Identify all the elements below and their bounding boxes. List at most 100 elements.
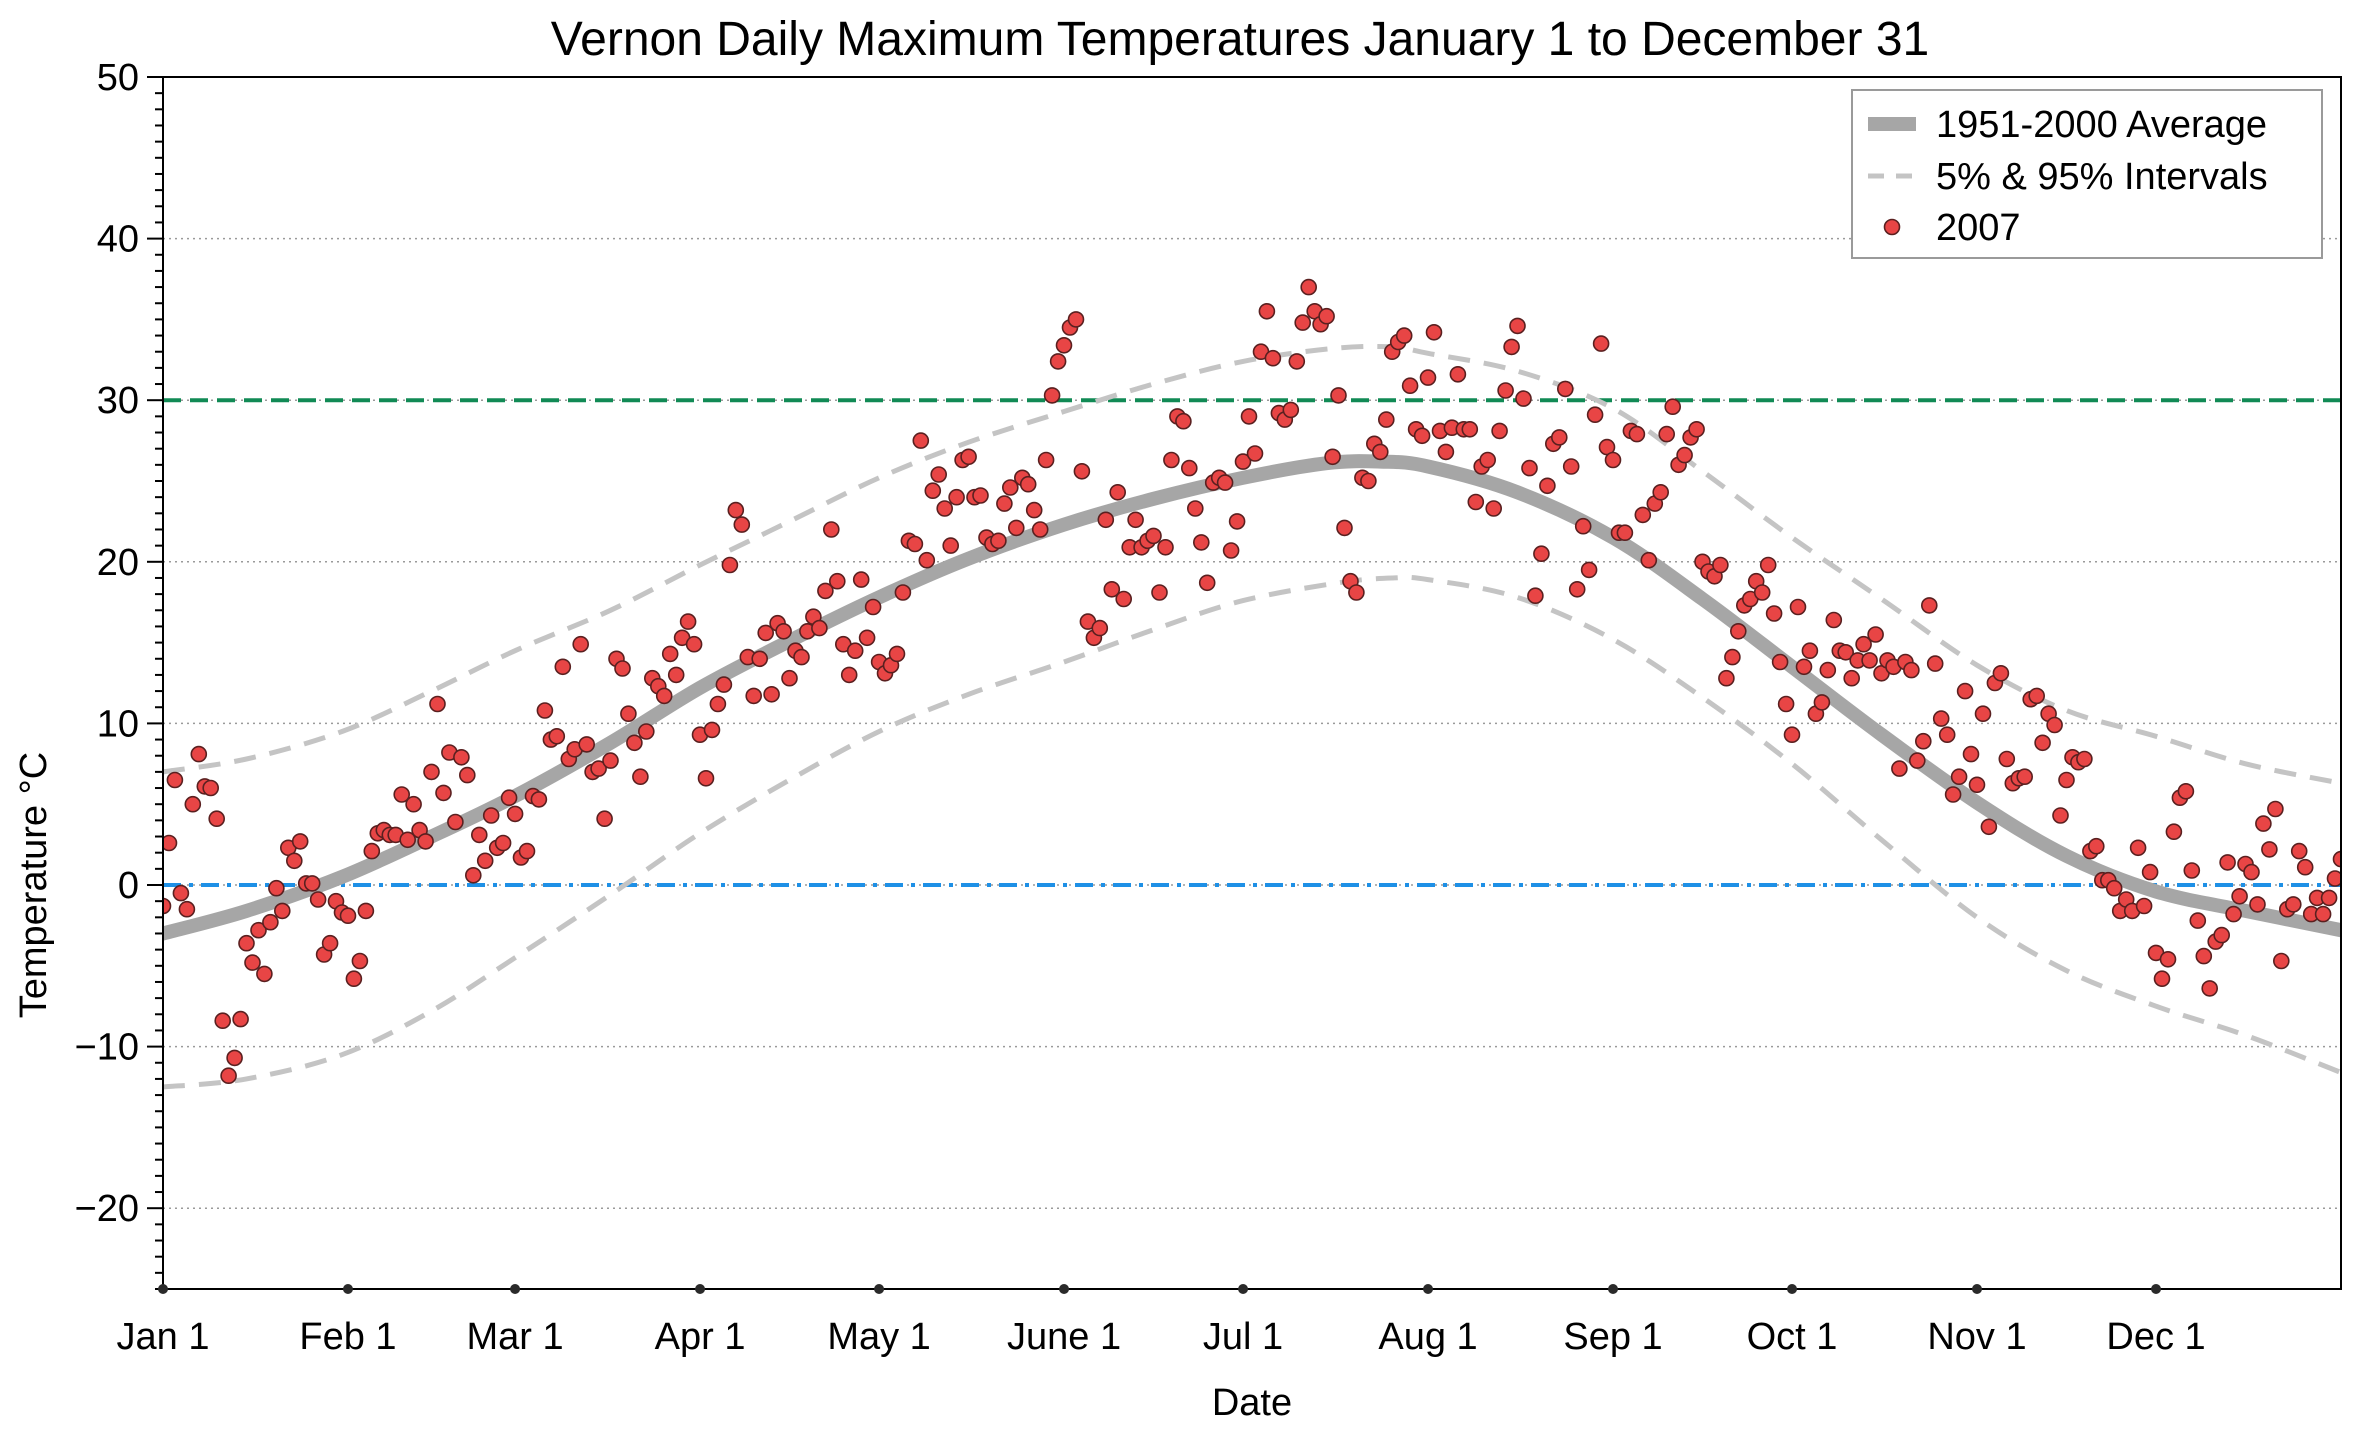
- data-point: [2046, 716, 2063, 734]
- x-tick-label: Feb 1: [299, 1316, 396, 1358]
- data-point: [2332, 850, 2341, 868]
- data-point: [1222, 542, 1240, 559]
- x-tick-label: Apr 1: [655, 1316, 746, 1358]
- data-point: [470, 826, 488, 844]
- data-point: [1789, 598, 1807, 616]
- x-tick-label: Jul 1: [1203, 1316, 1283, 1358]
- data-point: [817, 582, 834, 600]
- data-point: [506, 805, 524, 823]
- data-point: [1187, 500, 1204, 517]
- lower-interval-line: [163, 574, 2341, 1090]
- data-point: [1586, 406, 1604, 424]
- data-point: [1658, 425, 1675, 443]
- data-point: [572, 635, 590, 653]
- data-point: [1777, 695, 1795, 713]
- data-point: [1228, 513, 1246, 530]
- data-point: [429, 695, 446, 713]
- data-point: [1527, 587, 1544, 605]
- data-point: [661, 645, 679, 663]
- data-point: [2177, 782, 2195, 800]
- legend-box: [1851, 89, 2323, 259]
- data-point: [214, 1012, 231, 1030]
- data-point: [2141, 863, 2159, 881]
- data-point: [1616, 524, 1634, 542]
- data-point: [268, 879, 285, 897]
- data-point: [309, 891, 327, 908]
- data-point: [2195, 947, 2213, 965]
- data-point: [2231, 887, 2248, 905]
- data-point: [590, 760, 607, 777]
- legend-interval-label: 5% & 95% Intervals: [1936, 156, 2268, 198]
- data-point: [733, 516, 751, 533]
- data-point: [256, 965, 273, 983]
- data-point: [1932, 710, 1950, 727]
- data-point: [840, 666, 858, 684]
- data-point: [2255, 815, 2272, 832]
- data-point: [262, 913, 279, 931]
- data-point: [1926, 655, 1944, 672]
- data-point: [763, 685, 780, 703]
- data-point: [697, 769, 715, 787]
- data-point: [1938, 726, 1956, 744]
- data-point: [166, 771, 184, 789]
- data-point: [1348, 584, 1365, 601]
- data-point: [1240, 408, 1258, 425]
- y-tick-label: 20: [97, 542, 139, 584]
- x-tick-marker: [1059, 1284, 1070, 1294]
- data-point: [1980, 818, 1998, 836]
- data-point: [1413, 427, 1431, 445]
- data-point: [1795, 658, 1813, 676]
- data-point: [1843, 669, 1860, 687]
- data-point: [2219, 854, 2236, 871]
- data-point: [363, 842, 381, 860]
- data-point: [1861, 652, 1878, 669]
- legend-2007-label: 2007: [1936, 207, 2021, 249]
- data-point: [464, 866, 482, 884]
- data-point: [399, 831, 417, 849]
- data-point: [2183, 862, 2201, 879]
- data-point: [548, 727, 566, 745]
- y-tick-label: −10: [75, 1027, 139, 1069]
- data-point: [1944, 786, 1962, 803]
- data-point: [190, 745, 208, 763]
- data-point: [291, 833, 309, 850]
- average-line: [163, 454, 2341, 941]
- data-point: [1157, 538, 1174, 556]
- data-point: [1568, 580, 1586, 598]
- data-point: [620, 705, 637, 723]
- data-point: [1950, 768, 1968, 786]
- data-point: [163, 897, 172, 915]
- data-point: [626, 734, 643, 752]
- x-tick-label: June 1: [1007, 1316, 1121, 1358]
- y-tick-label: 0: [118, 865, 139, 907]
- data-point: [1730, 622, 1747, 640]
- data-point: [1175, 412, 1192, 430]
- data-point: [1019, 475, 1037, 493]
- data-point: [2016, 768, 2033, 786]
- data-point: [2267, 800, 2284, 818]
- data-point: [924, 482, 942, 500]
- data-point: [2249, 896, 2266, 913]
- y-tick-label: 40: [97, 219, 139, 261]
- data-point: [458, 766, 476, 784]
- data-point: [285, 852, 303, 870]
- data-point: [220, 1067, 237, 1084]
- interval-lines: [163, 343, 2341, 1090]
- data-point: [2135, 897, 2153, 915]
- data-point: [1783, 726, 1801, 744]
- chart-title: Vernon Daily Maximum Temperatures Januar…: [551, 13, 1929, 66]
- data-point: [906, 535, 924, 553]
- data-point: [163, 834, 178, 852]
- legend-average-label: 1951-2000 Average: [1936, 104, 2267, 146]
- data-point: [1336, 519, 1353, 537]
- data-point: [1163, 451, 1180, 469]
- data-point: [1067, 311, 1085, 328]
- data-point: [858, 629, 876, 647]
- data-point: [1497, 382, 1514, 399]
- x-tick-label: Aug 1: [1378, 1316, 1477, 1358]
- data-point: [178, 900, 196, 918]
- data-point: [1007, 519, 1025, 537]
- data-point: [1903, 661, 1920, 679]
- data-point: [1145, 527, 1162, 545]
- average-line-group: [163, 454, 2341, 941]
